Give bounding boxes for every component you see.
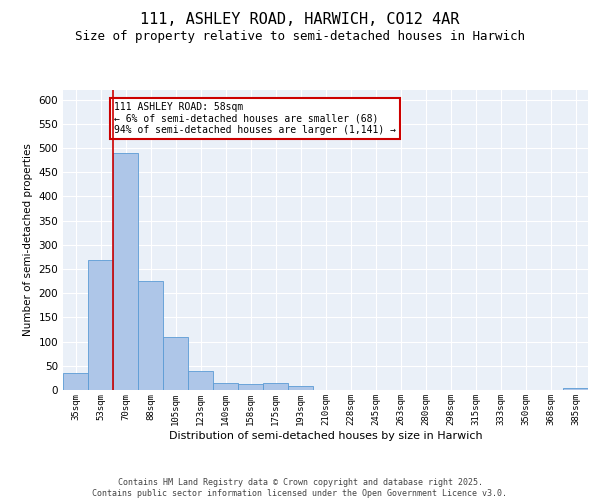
Bar xyxy=(263,383,288,390)
Bar xyxy=(163,337,188,390)
Text: Size of property relative to semi-detached houses in Harwich: Size of property relative to semi-detach… xyxy=(75,30,525,43)
Y-axis label: Number of semi-detached properties: Number of semi-detached properties xyxy=(23,144,33,336)
Bar xyxy=(63,373,88,390)
Bar xyxy=(213,382,238,390)
X-axis label: Distribution of semi-detached houses by size in Harwich: Distribution of semi-detached houses by … xyxy=(169,430,482,440)
Bar xyxy=(88,260,113,390)
Text: 111 ASHLEY ROAD: 58sqm
← 6% of semi-detached houses are smaller (68)
94% of semi: 111 ASHLEY ROAD: 58sqm ← 6% of semi-deta… xyxy=(114,102,396,136)
Bar xyxy=(138,281,163,390)
Bar xyxy=(563,388,588,390)
Text: 111, ASHLEY ROAD, HARWICH, CO12 4AR: 111, ASHLEY ROAD, HARWICH, CO12 4AR xyxy=(140,12,460,28)
Bar xyxy=(113,153,138,390)
Text: Contains HM Land Registry data © Crown copyright and database right 2025.
Contai: Contains HM Land Registry data © Crown c… xyxy=(92,478,508,498)
Bar xyxy=(288,386,313,390)
Bar xyxy=(238,384,263,390)
Bar xyxy=(188,370,213,390)
